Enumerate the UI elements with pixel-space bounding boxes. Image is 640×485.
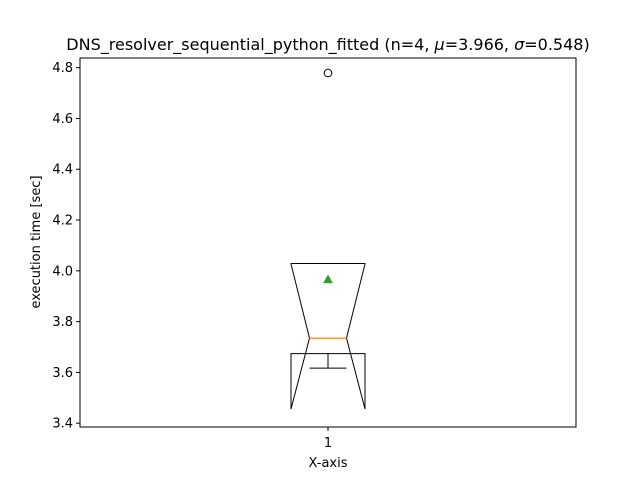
chart-title: DNS_resolver_sequential_python_fitted (n… [66,35,589,55]
y-tick-label: 4.4 [52,163,73,178]
y-tick-label: 3.8 [52,315,73,330]
axes-frame [79,57,577,428]
y-tick-label: 4.2 [52,214,73,229]
flier-point [323,68,333,78]
y-tick-label: 4.6 [52,112,73,127]
y-tick-label: 3.4 [52,417,73,432]
plot-area: 3.4 3.6 3.8 4.0 4.2 4.4 4.6 4.8 1 [52,61,366,451]
x-axis-label: X-axis [309,456,348,471]
mean-marker [323,274,333,284]
y-tick-label: 4.0 [52,264,73,279]
y-axis-label: execution time [sec] [29,175,44,308]
box-outline [290,262,366,410]
y-tick-label: 4.8 [52,61,73,76]
y-tick-label: 3.6 [52,366,73,381]
x-tick-label: 1 [324,436,332,451]
